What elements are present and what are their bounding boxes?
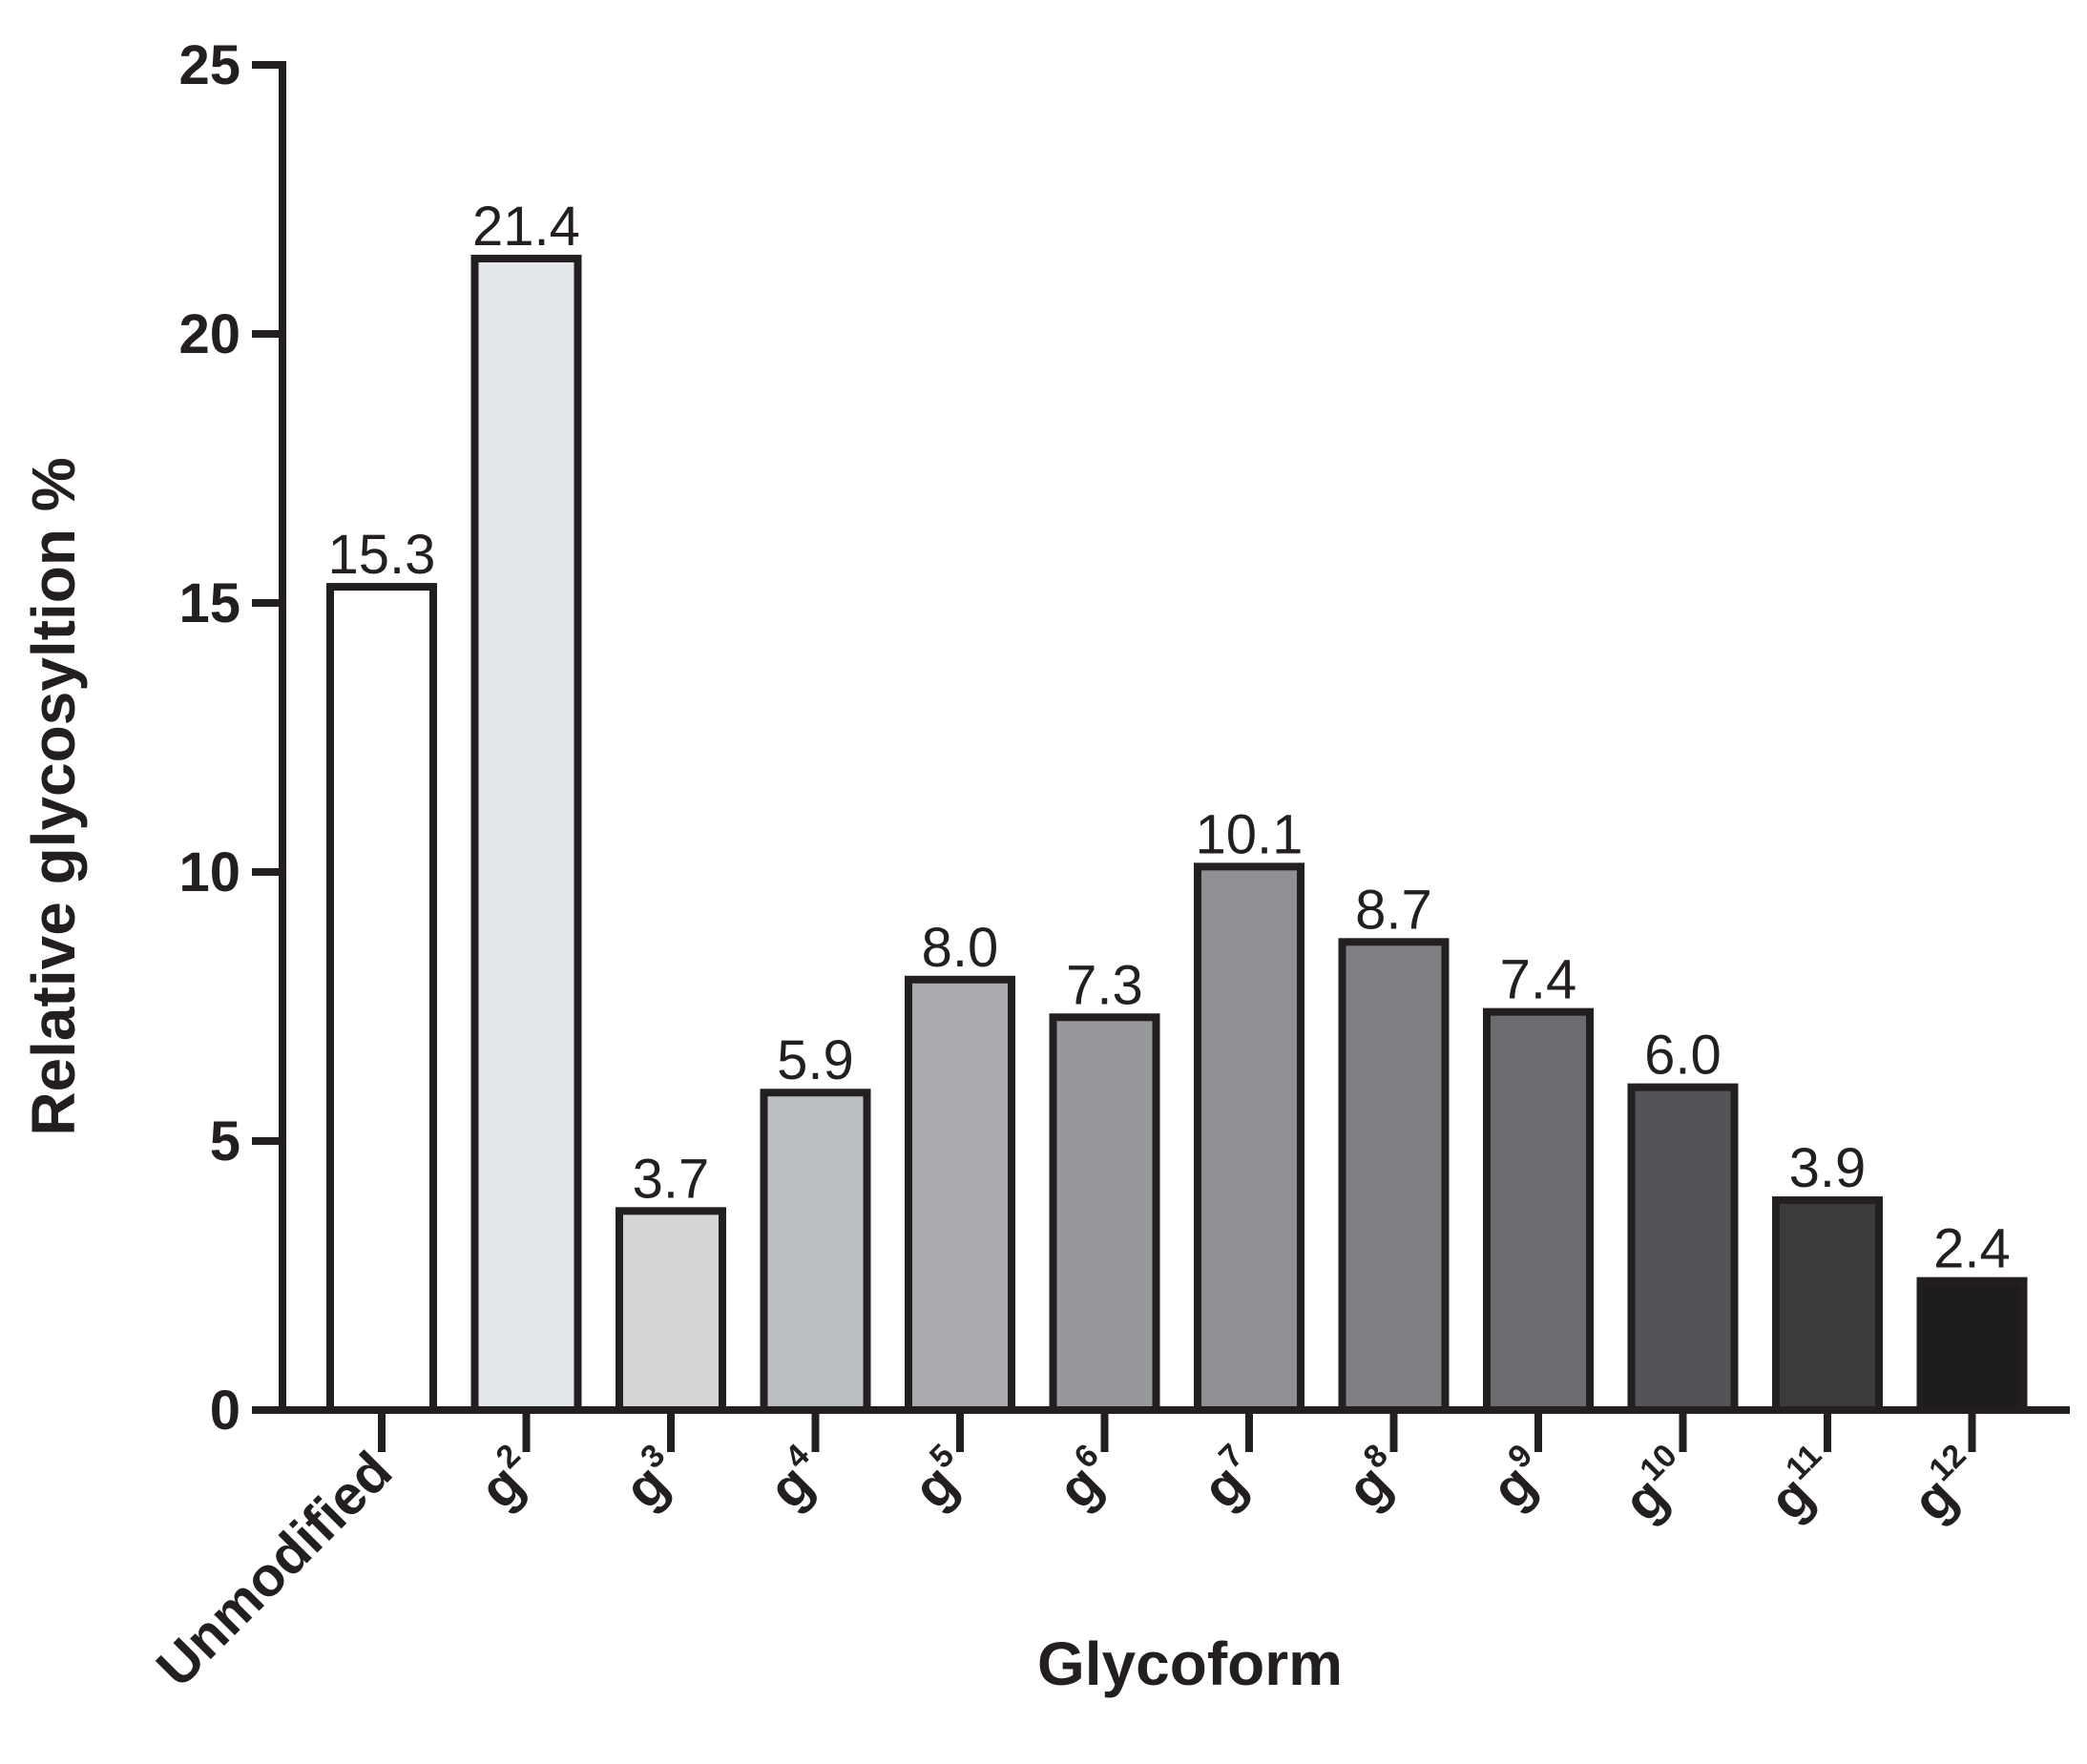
y-tick-label: 0 [210, 1380, 240, 1442]
y-axis-title: Relative glycosyltion % [19, 457, 88, 1135]
x-tick-label: g3 [610, 1437, 693, 1520]
bar [326, 583, 437, 1414]
bar [1916, 1276, 2028, 1415]
bar [1627, 1083, 1739, 1414]
y-tick-label: 25 [178, 34, 240, 96]
y-tick-label: 5 [210, 1110, 240, 1173]
x-tick-label: Unmodified [145, 1440, 405, 1699]
y-tick-label: 15 [178, 572, 240, 634]
data-label: 2.4 [1933, 1218, 2011, 1280]
data-label: 3.9 [1789, 1137, 1867, 1199]
bar [1483, 1007, 1594, 1414]
bar [616, 1207, 726, 1414]
x-tick-label: g7 [1188, 1437, 1271, 1520]
data-label: 10.1 [1196, 803, 1304, 865]
data-label: 21.4 [472, 196, 580, 258]
data-labels-group: 15.3 21.4 3.7 5.9 8.0 7.3 10.1 8.7 7.4 6.0 3.9 2.4 [328, 196, 2011, 1280]
data-label: 7.3 [1066, 954, 1143, 1016]
x-tick-label: g8 [1332, 1437, 1415, 1520]
x-tick-label: g11 [1755, 1437, 1849, 1531]
x-tick-label: g9 [1477, 1437, 1560, 1520]
bars-group [326, 255, 2028, 1415]
x-tick-label: g2 [465, 1437, 548, 1520]
x-tick-label: g6 [1043, 1437, 1126, 1520]
bar [470, 255, 582, 1414]
x-tick-label: g4 [754, 1437, 837, 1520]
bar [1194, 862, 1304, 1414]
bar [905, 975, 1015, 1415]
data-label: 8.7 [1355, 879, 1432, 941]
x-axis-title: Glycoform [1037, 1629, 1343, 1698]
x-tick-label: g5 [899, 1437, 982, 1520]
x-tick-label: g10 [1609, 1437, 1705, 1533]
data-label: 5.9 [777, 1029, 854, 1091]
y-axis: 0 5 10 15 20 25 [178, 34, 286, 1442]
x-tick-label: g12 [1898, 1437, 1994, 1533]
data-label: 6.0 [1644, 1025, 1722, 1087]
y-tick-label: 20 [178, 303, 240, 365]
bar [1338, 938, 1450, 1414]
data-label: 8.0 [922, 917, 999, 979]
data-label: 7.4 [1500, 949, 1577, 1011]
data-label: 3.7 [633, 1148, 710, 1210]
bar [1772, 1196, 1883, 1415]
bar [760, 1089, 871, 1414]
bar [1049, 1013, 1160, 1415]
data-label: 15.3 [328, 524, 436, 586]
y-tick-label: 10 [178, 841, 240, 903]
